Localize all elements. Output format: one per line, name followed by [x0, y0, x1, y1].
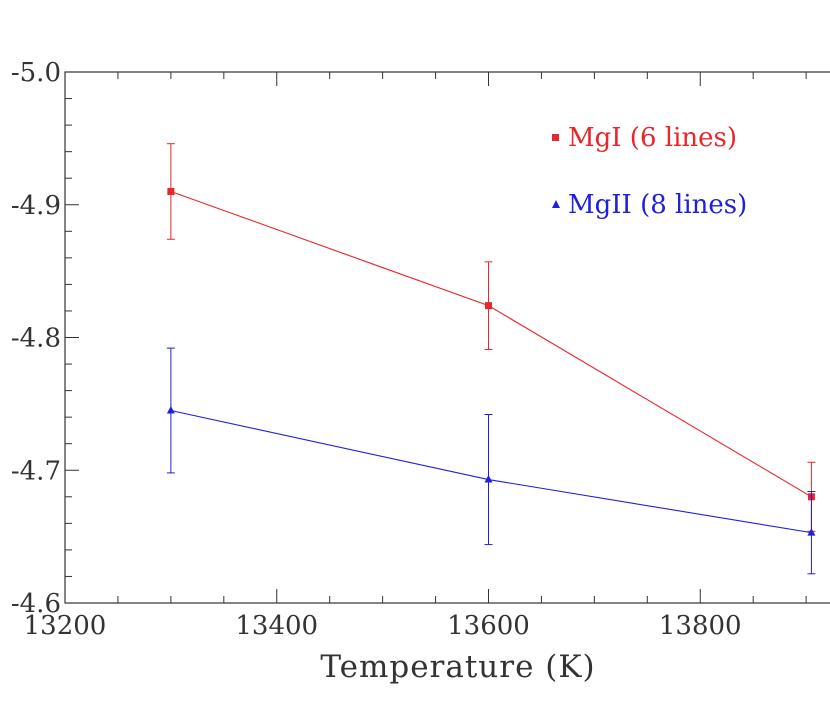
- y-tick-labels: -5.0 -4.9 -4.8 -4.7 -4.6: [11, 58, 61, 619]
- legend-marker: [552, 134, 559, 141]
- legend: MgI (6 lines) MgII (8 lines): [552, 123, 747, 220]
- legend-label: MgI (6 lines): [568, 123, 737, 153]
- y-tick-label: -4.9: [11, 191, 61, 221]
- legend-label: MgII (8 lines): [568, 190, 747, 220]
- legend-marker: [552, 200, 560, 208]
- axis-ticks: [64, 71, 807, 604]
- series-2: [166, 347, 816, 575]
- legend-item: MgII (8 lines): [552, 190, 747, 220]
- x-axis-label: Temperature (K): [320, 649, 595, 685]
- y-tick-label: -4.8: [11, 324, 61, 354]
- data-point: [166, 406, 175, 414]
- y-tick-label: -4.6: [11, 589, 61, 619]
- legend-item: MgI (6 lines): [552, 123, 737, 153]
- x-tick-labels: 1320013400136001380014000: [24, 611, 742, 641]
- y-tick-label: -4.7: [11, 456, 61, 486]
- x-tick-label: 13200: [24, 611, 107, 641]
- series-line: [170, 409, 812, 534]
- x-tick-label: 13400: [235, 611, 318, 641]
- series-layer: [166, 143, 816, 575]
- y-tick-label: -5.0: [11, 58, 61, 88]
- data-point: [485, 302, 492, 310]
- x-tick-label: 13600: [447, 611, 530, 641]
- data-point: [167, 187, 175, 195]
- data-point: [484, 475, 493, 483]
- data-point: [807, 528, 816, 536]
- series-line: [170, 190, 812, 498]
- x-tick-label: 13800: [659, 611, 742, 641]
